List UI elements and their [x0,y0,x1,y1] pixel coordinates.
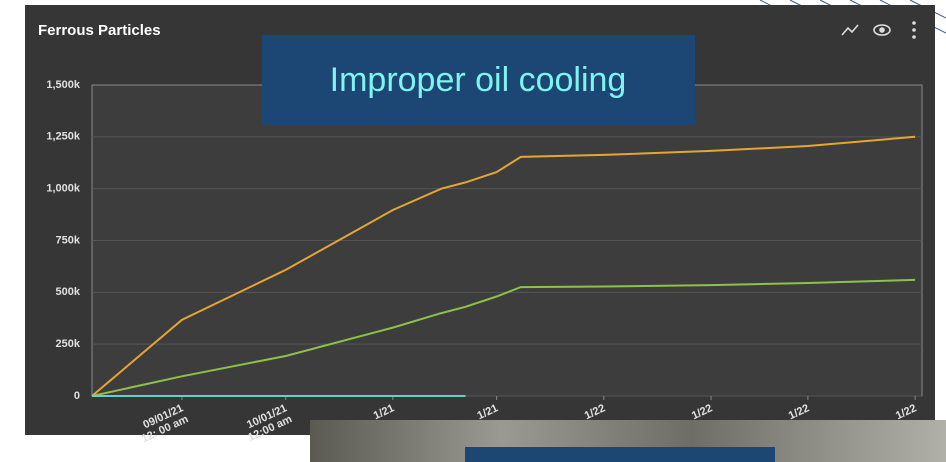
eye-icon[interactable] [873,24,891,36]
y-tick-label: 750k [56,234,81,246]
y-tick-label: 0 [74,390,80,402]
photo-caption-box [465,447,775,462]
y-tick-label: 500k [56,286,81,298]
header-icons [841,21,916,39]
y-tick-label: 250k [56,338,81,350]
chart-icon[interactable] [841,24,859,36]
series-line [91,278,916,397]
y-tick-label: 1,000k [46,183,81,195]
y-tick-label: 1,250k [46,131,81,143]
annotation-box [262,35,695,125]
y-tick-label: 1,500k [46,79,81,91]
annotation: Improper oil cooling [330,61,627,99]
series-line [91,135,916,397]
panel-title: Ferrous Particles [38,22,161,39]
menu-icon[interactable] [912,21,916,39]
